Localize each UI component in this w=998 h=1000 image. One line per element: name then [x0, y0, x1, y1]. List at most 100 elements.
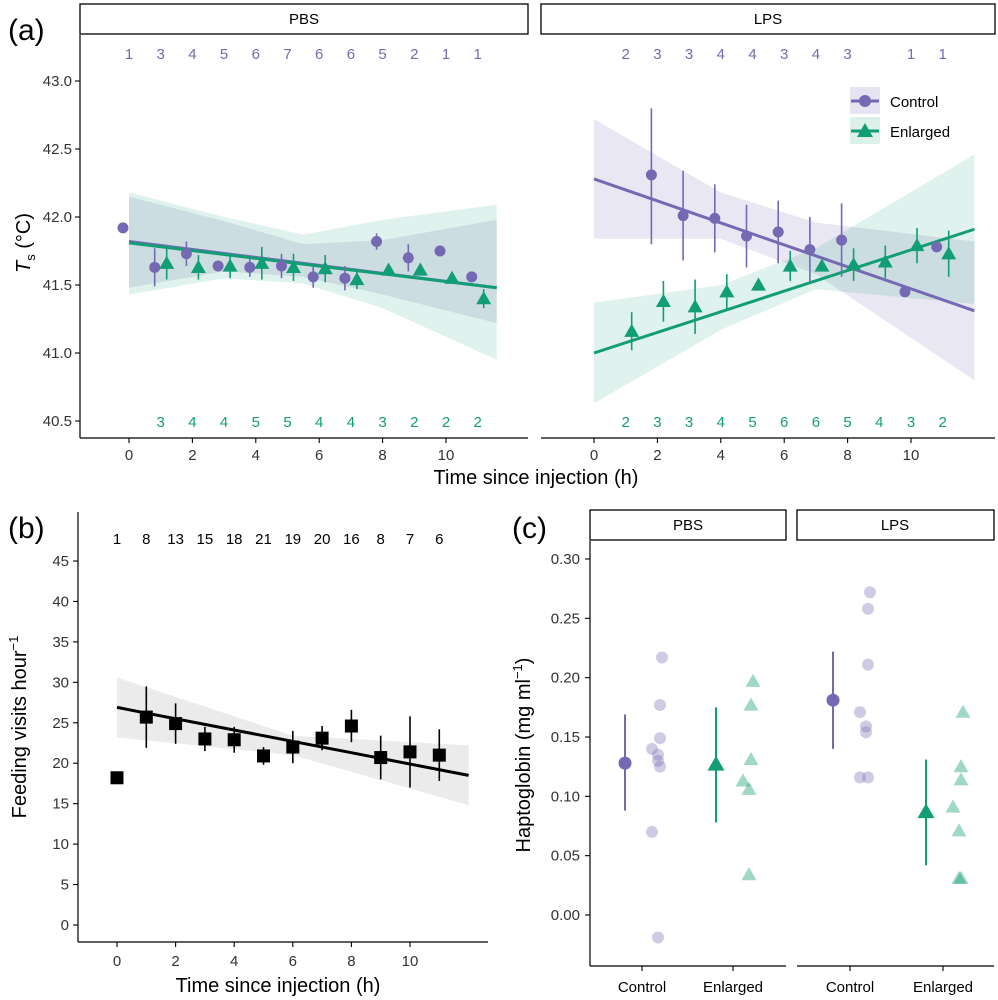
raw-point-enlarged-pbs — [743, 752, 759, 766]
sample-size-control-lps: 3 — [685, 46, 693, 63]
raw-point-enlarged-pbs — [745, 673, 761, 687]
raw-point-control-pbs — [654, 698, 666, 711]
legend-label-control: Control — [890, 94, 938, 111]
raw-point-enlarged-lps — [953, 772, 969, 786]
panel-c: PBS LPS 0.00 0.05 0.10 0.15 0.20 0.25 0.30 Cont… — [510, 509, 995, 996]
sample-size-enlarged-pbs: 4 — [188, 414, 196, 431]
sample-size-enlarged-pbs: 4 — [220, 414, 228, 431]
y-tick-label-a: 43.0 — [43, 73, 72, 90]
point-control-pbs — [276, 260, 287, 272]
y-tick-label-b: 5 — [61, 877, 69, 894]
y-tick-label-a: 42.0 — [43, 209, 72, 226]
point-control-lps — [741, 230, 752, 242]
point-control-pbs — [371, 235, 383, 247]
strip-lps-label: LPS — [754, 11, 782, 28]
y-axis-title-a: Ts (°C) — [13, 213, 38, 273]
sample-size-b: 19 — [284, 531, 301, 548]
point-b — [139, 710, 153, 724]
x-tick-label-a-pbs: 6 — [315, 447, 323, 464]
point-control-lps — [899, 286, 911, 298]
x-tick-label-b: 6 — [289, 953, 297, 970]
y-tick-label-b: 35 — [52, 634, 69, 651]
y-tick-label-c: 0.00 — [551, 907, 580, 924]
sample-size-enlarged-lps: 3 — [685, 414, 693, 431]
sample-size-enlarged-pbs: 2 — [474, 414, 482, 431]
point-b — [374, 751, 388, 765]
point-enlarged-lps — [877, 254, 893, 268]
legend-key-enlarged-point — [857, 123, 873, 137]
x-tick-label-b: 10 — [402, 953, 419, 970]
y-tick-label-c: 0.10 — [551, 788, 580, 805]
x-tick-label-b: 8 — [347, 953, 355, 970]
x-tick-label-a-pbs: 4 — [252, 447, 260, 464]
raw-point-enlarged-lps — [953, 759, 969, 773]
raw-point-control-pbs — [654, 760, 666, 773]
point-control-pbs — [339, 272, 351, 284]
x-tick-label-c-lps: Enlarged — [913, 979, 973, 996]
point-enlarged-pbs — [254, 255, 270, 269]
x-tick-label-a-pbs: 10 — [438, 447, 455, 464]
sample-size-enlarged-pbs: 2 — [410, 414, 418, 431]
strip-pbs-label-c: PBS — [673, 517, 703, 534]
sample-size-enlarged-pbs: 3 — [157, 414, 165, 431]
x-tick-label-c-pbs: Control — [618, 979, 666, 996]
sample-size-control-lps: 3 — [843, 46, 851, 63]
point-b — [344, 719, 358, 733]
point-b — [432, 748, 446, 762]
sample-size-b: 8 — [377, 531, 385, 548]
x-tick-label-a-pbs: 2 — [188, 447, 196, 464]
strip-pbs-box — [79, 3, 529, 35]
panel-a-label: (a) — [8, 14, 45, 47]
raw-point-enlarged-pbs — [741, 781, 757, 795]
y-tick-label-c: 0.15 — [551, 729, 580, 746]
point-enlarged-pbs — [286, 259, 301, 273]
raw-point-enlarged-lps — [945, 799, 961, 813]
mean-point-control-lps — [826, 693, 840, 707]
sample-size-control-pbs: 6 — [347, 46, 355, 63]
sample-size-control-lps: 4 — [748, 46, 756, 63]
sample-size-b: 13 — [167, 531, 184, 548]
y-axis-title-b: Feeding visits hour−1 — [6, 636, 31, 819]
sample-size-enlarged-lps: 2 — [622, 414, 630, 431]
point-enlarged-pbs — [222, 258, 238, 272]
sample-size-enlarged-pbs: 5 — [252, 414, 260, 431]
y-axis-a: 40.5 41.0 41.5 42.0 42.5 43.0 — [43, 35, 81, 438]
point-enlarged-lps — [655, 293, 671, 307]
sample-size-b: 8 — [142, 531, 150, 548]
point-control-lps — [709, 212, 721, 224]
raw-point-control-lps — [854, 706, 866, 719]
sample-size-control-pbs: 2 — [410, 46, 418, 63]
raw-point-enlarged-lps — [953, 870, 969, 884]
point-enlarged-lps — [941, 246, 957, 260]
sample-size-b: 6 — [435, 531, 443, 548]
raw-point-control-pbs — [652, 748, 664, 761]
sample-size-b: 1 — [113, 531, 121, 548]
panel-c-label: (c) — [512, 512, 547, 545]
sample-size-b: 15 — [197, 531, 214, 548]
y-tick-label-b: 40 — [52, 593, 69, 610]
sample-size-enlarged-lps: 3 — [907, 414, 915, 431]
raw-point-control-lps — [862, 658, 874, 671]
sample-size-enlarged-lps: 4 — [875, 414, 883, 431]
y-tick-label-b: 25 — [52, 715, 69, 732]
x-tick-label-c-lps: Control — [826, 979, 874, 996]
sample-size-control-lps: 3 — [653, 46, 661, 63]
point-enlarged-lps — [719, 284, 735, 298]
raw-point-enlarged-lps — [951, 823, 967, 837]
strip-pbs-box-c — [589, 509, 787, 541]
x-tick-label-a-lps: 6 — [780, 447, 788, 464]
sample-size-control-pbs: 7 — [283, 46, 291, 63]
point-control-lps — [677, 210, 689, 222]
y-tick-label-a: 41.5 — [43, 277, 72, 294]
x-tick-label-a-lps: 4 — [717, 447, 725, 464]
y-tick-label-b: 10 — [52, 836, 69, 853]
point-enlarged-pbs — [190, 259, 206, 273]
point-enlarged-lps — [687, 299, 703, 313]
raw-point-control-pbs — [654, 732, 666, 745]
point-enlarged-pbs — [412, 262, 428, 276]
raw-point-control-pbs — [646, 825, 658, 838]
sample-size-control-pbs: 1 — [474, 46, 482, 63]
sample-size-enlarged-lps: 3 — [653, 414, 661, 431]
